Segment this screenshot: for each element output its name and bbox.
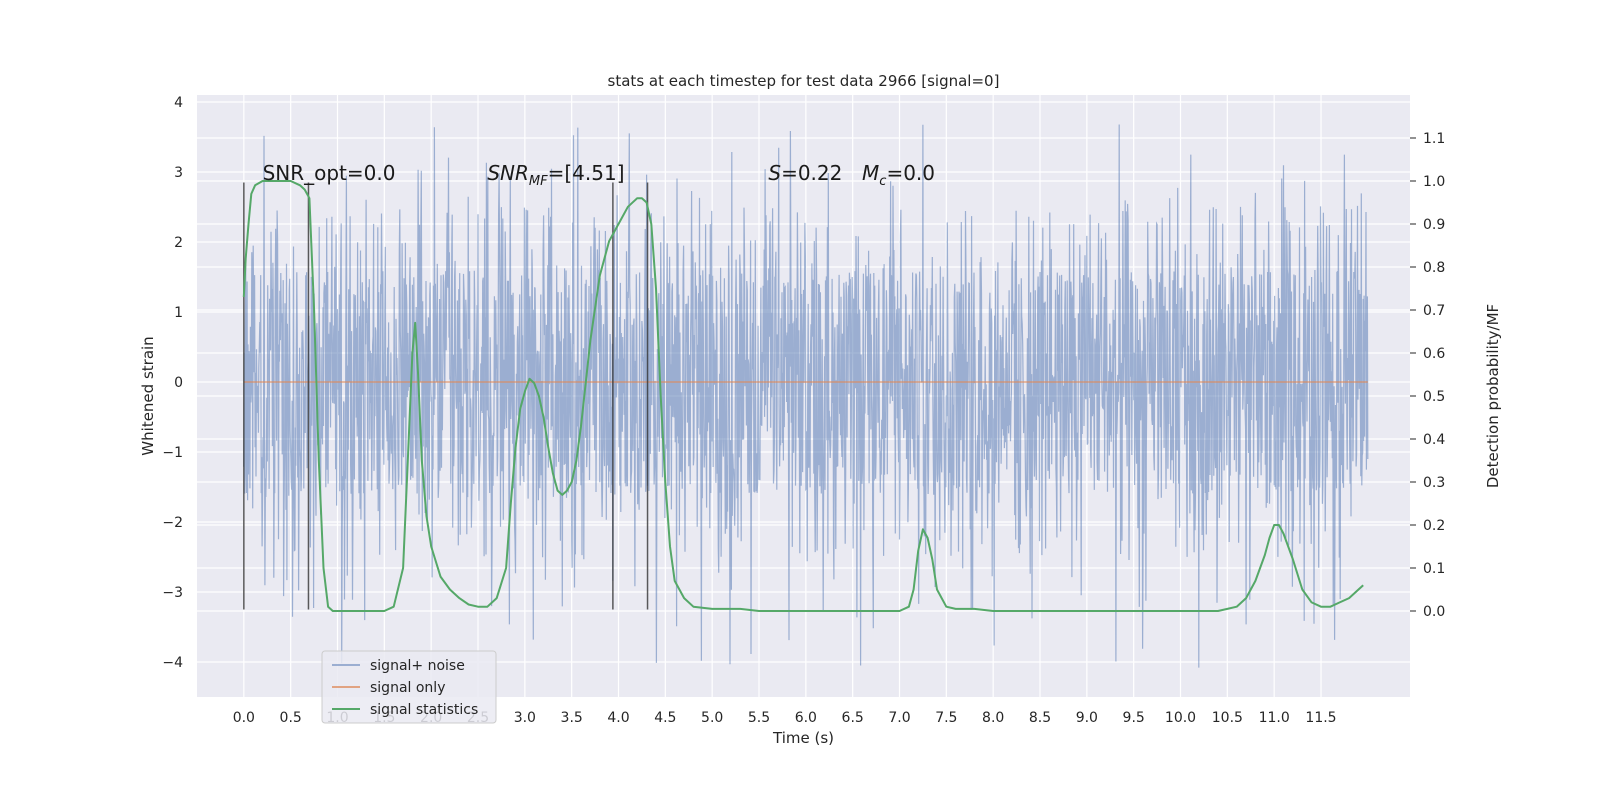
annotations: SNR_opt=0.0 SNRMF=[4.51] S=0.22 Mc=0.0 [263, 161, 935, 189]
x-tick-label: 0.5 [280, 710, 302, 726]
x-tick-label: 10.0 [1165, 710, 1196, 726]
ticks: 0.00.51.01.52.02.53.03.54.04.55.05.56.06… [162, 95, 1445, 726]
annotation-main: M [862, 161, 879, 185]
signal-statistics-line [242, 180, 1364, 612]
y-tick-label-right: 0.8 [1423, 260, 1445, 276]
x-tick-label: 6.5 [842, 710, 864, 726]
annotation-subscript: MF [529, 174, 548, 189]
y-tick-label-right: 1.0 [1423, 174, 1445, 190]
series-signal-statistics [242, 180, 1364, 612]
x-tick-label: 9.0 [1076, 710, 1098, 726]
y-axis-label-right: Detection probability/MF [1484, 304, 1502, 488]
y-tick-label-right: 0.4 [1423, 432, 1445, 448]
data-layer [242, 124, 1369, 668]
annotation-subscript: c [879, 174, 886, 189]
annotation-suffix: =[4.51] [548, 161, 625, 185]
annotation-suffix: =0.22 [781, 161, 842, 185]
legend-box [321, 650, 497, 724]
y-tick-label-right: 1.1 [1423, 131, 1445, 147]
annotation-main: SNR_opt=0.0 [263, 161, 396, 185]
legend-label: signal statistics [370, 702, 478, 718]
chart-title: stats at each timestep for test data 296… [608, 72, 1000, 90]
annotation-suffix: =0.0 [886, 161, 935, 185]
y-tick-label-left: −3 [162, 585, 183, 601]
signal-plus-noise-line [243, 124, 1369, 668]
y-tick-label-right: 0.2 [1423, 518, 1445, 534]
series-signal-plus-noise [243, 124, 1369, 668]
y-tick-label-right: 0.5 [1423, 389, 1445, 405]
y-tick-label-left: −2 [162, 515, 183, 531]
y-tick-label-left: 0 [174, 375, 183, 391]
x-tick-label: 9.5 [1123, 710, 1145, 726]
y-tick-label-right: 0.0 [1423, 604, 1445, 620]
y-tick-label-right: 0.3 [1423, 475, 1445, 491]
x-axis-label: Time (s) [772, 729, 834, 747]
y-tick-label-left: 2 [174, 235, 183, 251]
annotation-text: SNRMF=[4.51] [487, 161, 624, 189]
annotation-main: SNR [487, 161, 529, 185]
y-tick-label-right: 0.7 [1423, 303, 1445, 319]
x-tick-label: 6.0 [795, 710, 817, 726]
annotation-text: SNR_opt=0.0 [263, 161, 396, 185]
x-tick-label: 8.0 [982, 710, 1004, 726]
legend-label: signal only [370, 680, 445, 696]
x-tick-label: 5.5 [748, 710, 770, 726]
x-tick-label: 7.0 [888, 710, 910, 726]
y-tick-label-left: −4 [162, 655, 183, 671]
vertical-markers [243, 182, 649, 610]
annotation-main: S [768, 161, 781, 185]
y-tick-label-left: 3 [174, 165, 183, 181]
y-axis-label-left: Whitened strain [139, 336, 157, 455]
y-tick-label-right: 0.1 [1423, 561, 1445, 577]
annotation-text: Mc=0.0 [862, 161, 935, 189]
y-tick-label-left: −1 [162, 445, 183, 461]
x-tick-label: 5.0 [701, 710, 723, 726]
legend: signal+ noise signal only signal statistic… [321, 650, 497, 724]
x-tick-label: 8.5 [1029, 710, 1051, 726]
annotation-text: S=0.22 [768, 161, 842, 185]
y-tick-label-left: 4 [174, 95, 183, 111]
x-tick-label: 10.5 [1212, 710, 1243, 726]
y-tick-label-right: 0.9 [1423, 217, 1445, 233]
x-tick-label: 11.5 [1305, 710, 1336, 726]
x-tick-label: 4.0 [607, 710, 629, 726]
x-tick-label: 11.0 [1259, 710, 1290, 726]
x-tick-label: 7.5 [935, 710, 957, 726]
x-tick-label: 0.0 [233, 710, 255, 726]
y-tick-label-left: 1 [174, 305, 183, 321]
x-tick-label: 3.0 [514, 710, 536, 726]
x-tick-label: 4.5 [654, 710, 676, 726]
y-tick-label-right: 0.6 [1423, 346, 1445, 362]
x-tick-label: 3.5 [561, 710, 583, 726]
legend-label: signal+ noise [370, 658, 465, 674]
